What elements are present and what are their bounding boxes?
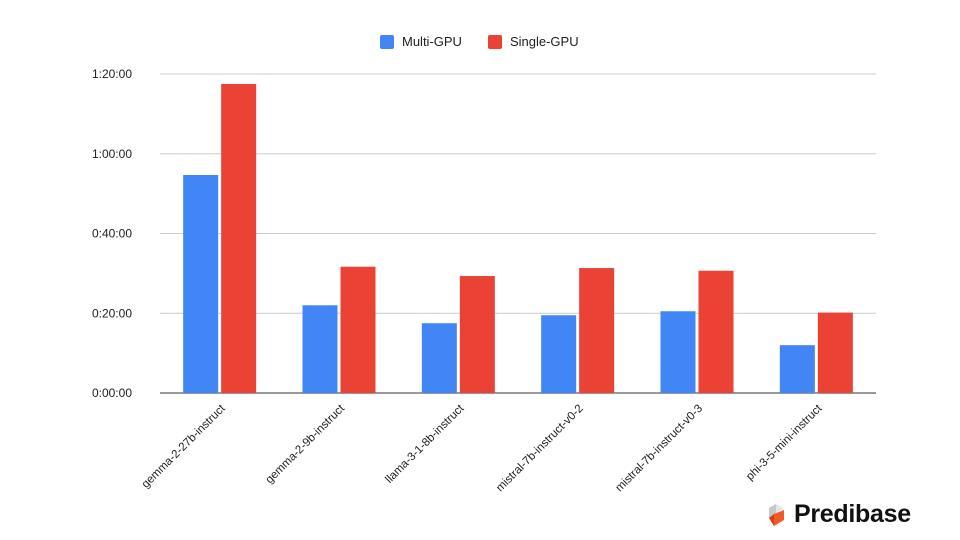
legend: Multi-GPU Single-GPU <box>380 34 605 49</box>
bar-single-gpu-llama-3-1-8b-instruct <box>459 276 495 393</box>
predibase-logo-text: Predibase <box>794 500 911 528</box>
bar-single-gpu-gemma-2-27b-instruct <box>221 83 257 393</box>
bar-multi-gpu-llama-3-1-8b-instruct <box>421 323 457 393</box>
x-tick-label: gemma-2-27b-instruct <box>140 402 229 491</box>
x-tick-label: gemma-2-9b-instruct <box>264 402 348 486</box>
y-axis-ticks: 0:00:00 0:20:00 0:40:00 1:00:00 1:20:00 <box>92 67 132 400</box>
bar-multi-gpu-gemma-2-9b-instruct <box>302 305 338 393</box>
gridlines <box>160 73 876 394</box>
x-tick-label: phi-3-5-mini-instruct <box>744 402 825 483</box>
y-tick-label: 0:00:00 <box>92 386 132 400</box>
bars <box>183 83 853 393</box>
bar-multi-gpu-gemma-2-27b-instruct <box>183 175 219 393</box>
bar-single-gpu-phi-3-5-mini-instruct <box>817 312 853 393</box>
x-axis-ticks: gemma-2-27b-instruct gemma-2-9b-instruct l… <box>140 402 825 494</box>
bar-single-gpu-mistral-7b-instruct-v0-3 <box>698 270 734 393</box>
x-tick-label: mistral-7b-instruct-v0-3 <box>613 403 705 495</box>
bar-multi-gpu-mistral-7b-instruct-v0-3 <box>660 311 696 393</box>
y-tick-label: 0:20:00 <box>92 306 132 320</box>
legend-item-single-gpu: Single-GPU <box>487 34 579 49</box>
bar-single-gpu-mistral-7b-instruct-v0-2 <box>579 268 615 393</box>
legend-label-multi-gpu: Multi-GPU <box>402 34 462 49</box>
legend-item-multi-gpu: Multi-GPU <box>380 34 462 49</box>
x-tick-label: llama-3-1-8b-instruct <box>383 402 467 486</box>
legend-label-single-gpu: Single-GPU <box>509 34 579 49</box>
bar-multi-gpu-mistral-7b-instruct-v0-2 <box>541 315 577 393</box>
predibase-logo-icon <box>769 503 784 526</box>
y-tick-label: 1:20:00 <box>92 67 132 81</box>
legend-swatch-single-gpu <box>487 34 502 49</box>
y-tick-label: 1:00:00 <box>92 147 132 161</box>
legend-swatch-multi-gpu <box>380 34 394 49</box>
y-tick-label: 0:40:00 <box>92 227 132 241</box>
x-tick-label: mistral-7b-instruct-v0-2 <box>494 403 586 495</box>
predibase-logo: Predibase <box>766 500 911 529</box>
bar-multi-gpu-phi-3-5-mini-instruct <box>779 345 815 393</box>
bar-single-gpu-gemma-2-9b-instruct <box>340 266 376 393</box>
